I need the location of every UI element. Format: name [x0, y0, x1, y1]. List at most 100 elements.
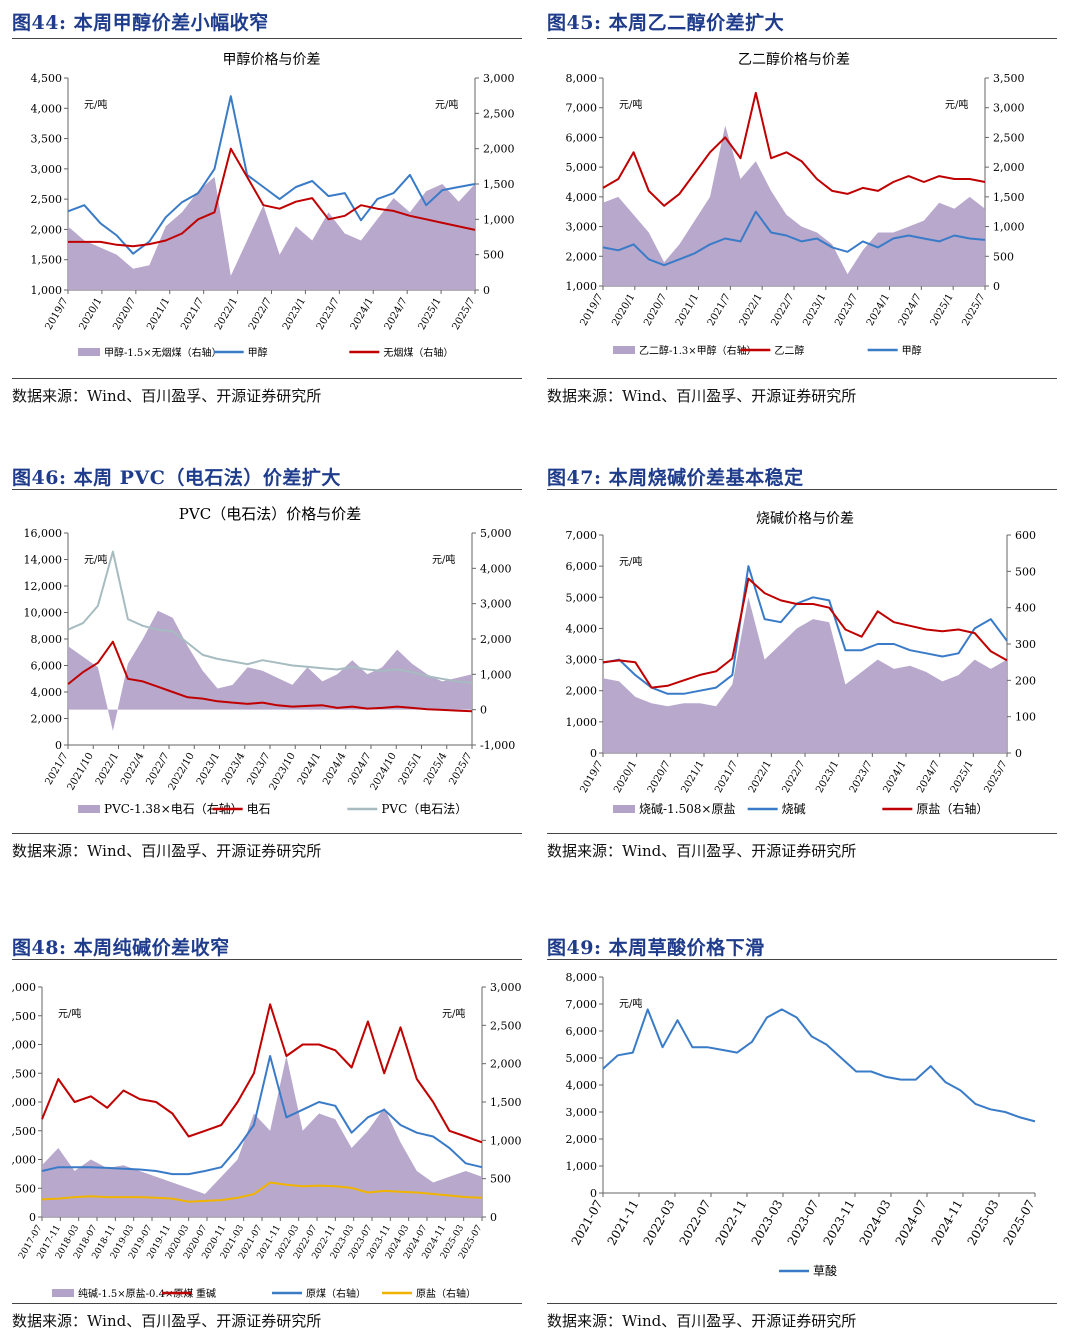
legend-label: 烧碱: [782, 802, 806, 816]
y-tick-label-left: 6,000: [566, 1025, 598, 1038]
series-area: [68, 176, 475, 290]
y-tick-label-left: 0: [590, 747, 597, 760]
y-tick-label-left: 6,000: [31, 660, 63, 673]
y-tick-label-right: 500: [993, 250, 1014, 263]
legend-label: 原煤（右轴）: [306, 1287, 366, 1300]
y-tick-label-right: 500: [490, 1173, 511, 1186]
figure-44: 图44: 本周甲醇价差小幅收窄 甲醇价格与价差 1,000 1,500 2,000 2,…: [12, 0, 522, 420]
title-rule: [12, 959, 522, 960]
x-tick-label: 2024-07: [893, 1198, 930, 1248]
figure-47: 图47: 本周烧碱价差基本稳定 烧碱价格与价差 0 1,000 2,000 3,000 4…: [547, 455, 1057, 875]
y-tick-label-left: 1,000: [566, 280, 598, 293]
x-tick-label: 2019/7: [578, 759, 605, 795]
y-tick-label-left: 8,000: [566, 971, 598, 984]
x-tick-label: 2023/1: [801, 292, 828, 328]
x-tick-label: 2022/1: [747, 759, 774, 795]
y-tick-label-right: 0: [490, 1211, 497, 1224]
y-tick-label-right: 2,000: [490, 1058, 522, 1071]
x-tick-label: 2022/1: [94, 751, 121, 787]
data-source: 数据来源：Wind、百川盈孚、开源证券研究所: [12, 842, 322, 860]
data-source: 数据来源：Wind、百川盈孚、开源证券研究所: [547, 387, 857, 405]
x-tick-label: 2023-11: [821, 1198, 858, 1248]
series-area: [603, 597, 1007, 753]
chart-45: 乙二醇价格与价差 1,000 2,000 3,000 4,000 5,000 6,000 7,…: [566, 51, 1025, 357]
y-tick-label-left: 2,000: [31, 223, 63, 236]
legend-swatch: [613, 805, 635, 813]
x-tick-label: 2024/7: [383, 296, 410, 332]
y-tick-label-right: 1,500: [993, 191, 1025, 204]
x-tick-label: 2025/7: [982, 759, 1009, 795]
y-tick-label-left: 0: [590, 1187, 597, 1200]
x-tick-label: 2024-03: [857, 1198, 894, 1248]
y-tick-label-left: 2,000: [566, 685, 598, 698]
legend-label: 原盐（右轴）: [916, 801, 988, 816]
source-rule: [12, 378, 522, 379]
legend-label: 重碱: [196, 1287, 216, 1300]
y-tick-label-left: 5,000: [566, 161, 598, 174]
series-line: [602, 565, 1008, 695]
y-tick-label-left: 7,000: [566, 102, 598, 115]
chart-49: 0 1,000 2,000 3,000 4,000 5,000 6,000 7,000 8,00…: [566, 971, 1038, 1278]
legend-label: 甲醇: [902, 344, 922, 357]
figure-title: 图44: 本周甲醇价差小幅收窄: [12, 12, 269, 34]
x-tick-label: 2023/1: [195, 751, 222, 787]
x-tick-label: 2022/7: [780, 759, 807, 795]
y-tick-label-left: 500: [15, 1182, 36, 1195]
x-tick-label: 2019/7: [43, 296, 70, 332]
source-rule: [12, 1303, 522, 1304]
x-tick-label: 2021/1: [145, 296, 172, 332]
x-tick-label: 2023/7: [245, 751, 272, 787]
y-tick-label-left: 3,000: [31, 163, 63, 176]
source-rule: [547, 378, 1057, 379]
series-line: [602, 1008, 1036, 1123]
y-tick-label-right: 1,000: [483, 213, 515, 226]
data-source: 数据来源：Wind、百川盈孚、开源证券研究所: [547, 1312, 857, 1330]
legend-label: PVC（电石法）: [381, 802, 467, 816]
y-tick-label-left: 3,000: [566, 221, 598, 234]
y-tick-label-left: 4,000: [566, 1079, 598, 1092]
y-tick-label-left: 5,000: [566, 1052, 598, 1065]
legend-label: 甲醇: [248, 346, 268, 359]
x-tick-label: 2025-03: [965, 1198, 1002, 1248]
y-tick-label-right: 1,000: [490, 1134, 522, 1147]
y-tick-label-right: 5,000: [480, 527, 512, 540]
x-tick-label: 2025/1: [397, 751, 424, 787]
legend-swatch: [78, 348, 100, 356]
x-tick-label: 2022-03: [641, 1198, 678, 1248]
data-source: 数据来源：Wind、百川盈孚、开源证券研究所: [12, 387, 322, 405]
x-tick-label: 2019/7: [578, 292, 605, 328]
chart-48: 0 500 1,000 1,500 2,000 2,500 3,000 3,500 4,000 元…: [12, 981, 522, 1300]
y-tick-label-left: 3,000: [566, 1106, 598, 1119]
y-tick-label-left: 3,500: [12, 1010, 36, 1023]
figure-title: 图48: 本周纯碱价差收窄: [12, 937, 230, 959]
y-tick-label-right: -1,000: [480, 739, 515, 752]
x-tick-label: 2025/1: [949, 759, 976, 795]
y-tick-label-left: 16,000: [24, 527, 63, 540]
x-tick-label: 2022/4: [119, 751, 146, 787]
y-tick-label-left: 3,000: [12, 1039, 36, 1052]
x-tick-label: 2022/1: [213, 296, 240, 332]
legend-label: PVC-1.38×电石（右轴）: [104, 801, 243, 816]
y-tick-label-left: 12,000: [24, 580, 63, 593]
unit-left: 元/吨: [58, 1007, 81, 1020]
y-tick-label-left: 1,000: [12, 1154, 36, 1167]
x-tick-label: 2025/1: [417, 296, 444, 332]
y-tick-label-right: 1,500: [490, 1096, 522, 1109]
y-tick-label-right: 3,500: [993, 72, 1025, 85]
series-line: [602, 91, 986, 207]
legend-label: 原盐（右轴）: [416, 1287, 476, 1300]
y-tick-label-left: 4,000: [31, 686, 63, 699]
unit-left: 元/吨: [619, 997, 642, 1010]
y-tick-label-left: 2,000: [12, 1096, 36, 1109]
legend-label: 电石: [247, 802, 271, 816]
y-tick-label-left: 7,000: [566, 998, 598, 1011]
unit-left: 元/吨: [84, 98, 107, 111]
unit-left: 元/吨: [84, 553, 107, 566]
x-tick-label: 2020/1: [77, 296, 104, 332]
unit-left: 元/吨: [619, 98, 642, 111]
series-line: [68, 147, 476, 248]
series-line: [41, 1003, 483, 1144]
x-tick-label: 2025/7: [450, 296, 477, 332]
y-tick-label-left: 0: [29, 1211, 36, 1224]
x-tick-label: 2024/1: [296, 751, 323, 787]
